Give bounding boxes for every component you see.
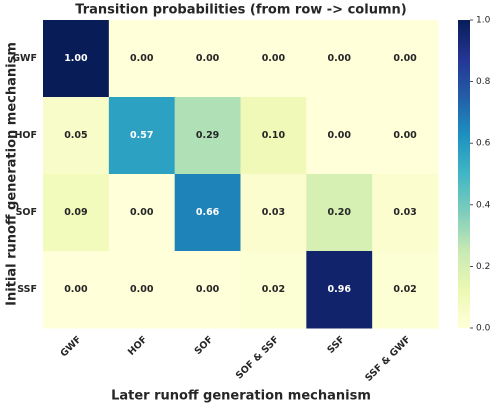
cell-label: 0.03 — [262, 207, 285, 218]
colorbar — [458, 20, 470, 328]
heatmap-cell — [43, 174, 110, 252]
heatmap-cell — [240, 174, 307, 252]
cell-label: 0.96 — [328, 284, 352, 295]
x-tick-label: SSF — [325, 334, 347, 356]
x-tick-label: SSF & GWF — [363, 334, 413, 384]
cell-label: 0.09 — [64, 207, 87, 218]
heatmap-cell — [174, 251, 241, 329]
heatmap-cell — [306, 20, 373, 98]
heatmap-cell — [372, 20, 439, 98]
cell-label: 0.66 — [196, 207, 220, 218]
y-tick-label: SOF — [16, 207, 37, 218]
cell-label: 0.57 — [130, 130, 153, 141]
colorbar-tick-label: 0.0 — [476, 324, 491, 334]
heatmap-cell — [240, 97, 307, 175]
heatmap-cell — [108, 20, 176, 98]
cell-label: 0.10 — [262, 130, 286, 141]
heatmap-cell — [43, 20, 110, 98]
colorbar-tick-label: 1.0 — [476, 16, 491, 26]
heatmap-cell — [43, 97, 110, 175]
heatmap-cell — [174, 174, 241, 252]
colorbar-tick-label: 0.2 — [476, 262, 490, 272]
heatmap-cell — [372, 174, 439, 252]
cell-label: 0.00 — [130, 207, 154, 218]
heatmap-cell — [174, 97, 241, 175]
heatmap-cell — [174, 20, 241, 98]
heatmap-cell — [108, 97, 176, 175]
x-tick-label: HOF — [126, 334, 150, 358]
cell-label: 0.00 — [328, 53, 352, 64]
heatmap-cell — [372, 97, 439, 175]
y-tick-label: HOF — [14, 130, 37, 141]
cell-label: 0.03 — [393, 207, 416, 218]
cell-label: 0.02 — [393, 284, 416, 295]
heatmap-cell — [306, 251, 373, 329]
y-tick-label: GWF — [12, 53, 37, 64]
cell-label: 0.02 — [262, 284, 285, 295]
heatmap-cell — [240, 20, 307, 98]
heatmap-cell — [306, 174, 373, 252]
cell-label: 0.00 — [393, 53, 417, 64]
colorbar-tick-label: 0.4 — [476, 200, 491, 210]
heatmap-cell — [108, 251, 176, 329]
cell-label: 0.00 — [64, 284, 88, 295]
cell-label: 0.00 — [262, 53, 286, 64]
x-tick-label: SOF — [193, 334, 216, 357]
cell-label: 1.00 — [64, 53, 88, 64]
colorbar-tick-label: 0.6 — [476, 139, 491, 149]
heatmap-cell — [372, 251, 439, 329]
cell-label: 0.29 — [196, 130, 219, 141]
cell-label: 0.20 — [328, 207, 352, 218]
heatmap-cell — [240, 251, 307, 329]
x-tick-label: GWF — [59, 334, 84, 359]
cell-label: 0.00 — [196, 284, 220, 295]
chart-title: Transition probabilities (from row -> co… — [75, 3, 406, 18]
cell-label: 0.00 — [130, 284, 154, 295]
cell-label: 0.05 — [64, 130, 87, 141]
cell-label: 0.00 — [130, 53, 154, 64]
heatmap-cell — [306, 97, 373, 175]
colorbar-tick-label: 0.8 — [476, 77, 491, 87]
heatmap-cell — [43, 251, 110, 329]
heatmap-cell — [108, 174, 176, 252]
cell-label: 0.00 — [196, 53, 220, 64]
x-axis-title: Later runoff generation mechanism — [111, 389, 371, 404]
cell-label: 0.00 — [328, 130, 352, 141]
y-tick-label: SSF — [17, 284, 37, 295]
x-tick-label: SOF & SSF — [234, 334, 281, 381]
y-axis-title: Initial runoff generation mechanism — [5, 42, 20, 306]
cell-label: 0.00 — [393, 130, 417, 141]
